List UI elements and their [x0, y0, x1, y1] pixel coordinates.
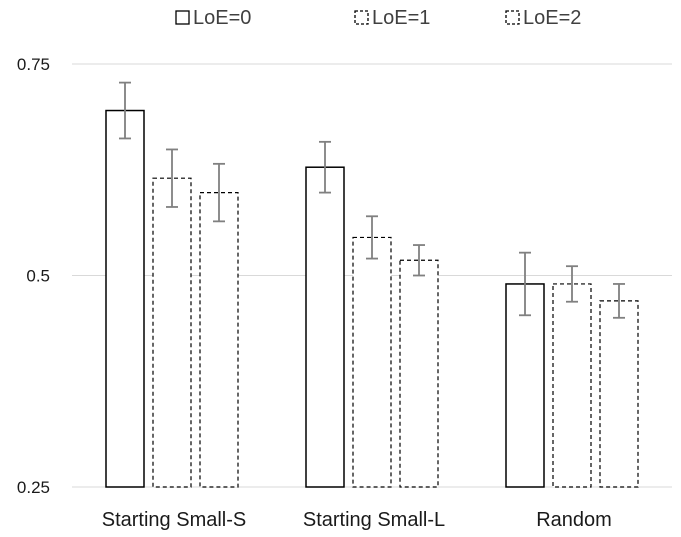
bar-loe-1-1 — [352, 236, 392, 488]
x-tick-label: Starting Small-L — [303, 509, 445, 531]
error-bar — [413, 244, 425, 277]
legend: LoE=0 LoE=1 LoE=2 — [175, 7, 581, 29]
error-bar — [119, 81, 131, 140]
x-tick-label: Random — [536, 509, 612, 531]
legend-label: LoE=0 — [193, 7, 251, 29]
error-bar — [166, 148, 178, 208]
bar-loe-0-0 — [105, 109, 145, 488]
legend-swatch — [354, 10, 369, 25]
y-tick-label: 0.25 — [17, 478, 50, 497]
bar-loe-0-2 — [505, 283, 545, 488]
y-axis: 0.25 0.5 0.75 — [17, 55, 50, 497]
legend-label: LoE=2 — [523, 7, 581, 29]
bar-loe-2-0 — [199, 191, 239, 488]
bar-loe-2-2 — [599, 300, 639, 488]
bar-loe-2-1 — [399, 259, 439, 488]
legend-item-loe-1: LoE=1 — [354, 7, 430, 29]
y-tick-label: 0.75 — [17, 55, 50, 74]
error-bar — [519, 251, 531, 317]
error-bar — [613, 283, 625, 319]
legend-item-loe-2: LoE=2 — [505, 7, 581, 29]
legend-label: LoE=1 — [372, 7, 430, 29]
bar-loe-1-0 — [152, 177, 192, 488]
legend-item-loe-0: LoE=0 — [175, 7, 251, 29]
error-bars — [119, 81, 625, 319]
error-bar — [566, 265, 578, 303]
x-axis: Starting Small-S Starting Small-L Random — [102, 509, 612, 531]
legend-swatch — [175, 10, 190, 25]
bar-loe-1-2 — [552, 283, 592, 488]
bars — [105, 109, 639, 488]
error-bar — [213, 162, 225, 223]
error-bar — [366, 215, 378, 260]
bar-loe-0-1 — [305, 166, 345, 488]
x-tick-label: Starting Small-S — [102, 509, 247, 531]
legend-swatch — [505, 10, 520, 25]
error-bar — [319, 140, 331, 194]
y-tick-label: 0.5 — [26, 267, 50, 286]
